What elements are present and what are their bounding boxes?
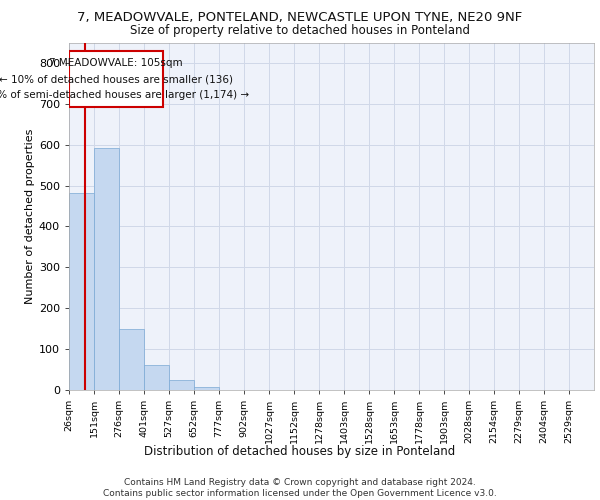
Bar: [169, 380, 194, 390]
Y-axis label: Number of detached properties: Number of detached properties: [25, 128, 35, 304]
Bar: [69, 192, 94, 390]
FancyBboxPatch shape: [70, 52, 163, 106]
Text: Distribution of detached houses by size in Ponteland: Distribution of detached houses by size …: [145, 444, 455, 458]
Text: 7 MEADOWVALE: 105sqm
← 10% of detached houses are smaller (136)
89% of semi-deta: 7 MEADOWVALE: 105sqm ← 10% of detached h…: [0, 58, 248, 100]
Text: Size of property relative to detached houses in Ponteland: Size of property relative to detached ho…: [130, 24, 470, 37]
Bar: [94, 148, 119, 390]
Text: Contains HM Land Registry data © Crown copyright and database right 2024.
Contai: Contains HM Land Registry data © Crown c…: [103, 478, 497, 498]
Text: 7, MEADOWVALE, PONTELAND, NEWCASTLE UPON TYNE, NE20 9NF: 7, MEADOWVALE, PONTELAND, NEWCASTLE UPON…: [77, 11, 523, 24]
Bar: [119, 330, 144, 390]
Bar: [144, 364, 169, 390]
Bar: [194, 386, 219, 390]
